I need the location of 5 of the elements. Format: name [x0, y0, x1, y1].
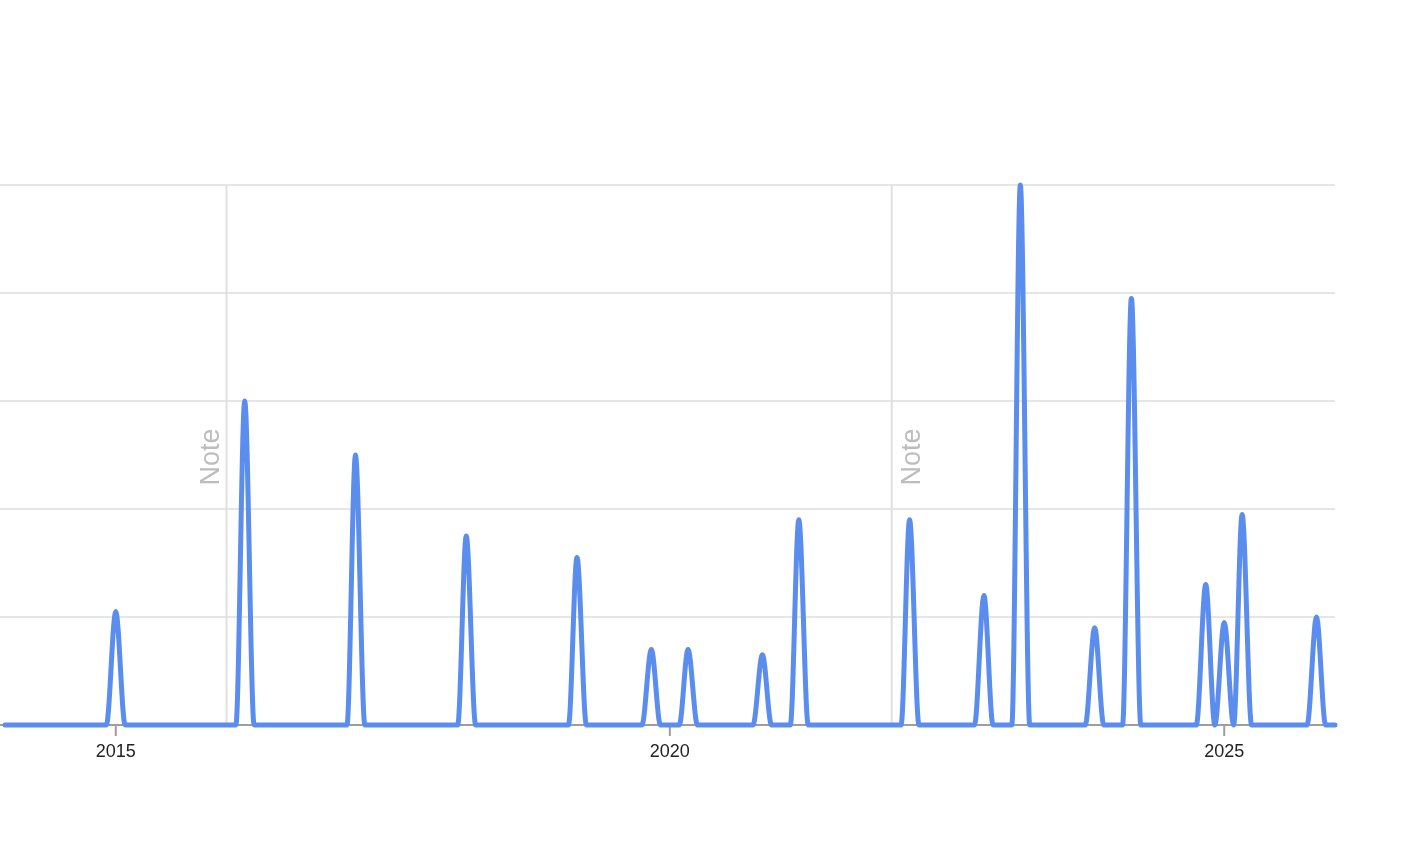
x-tick-label: 2015 — [95, 741, 136, 761]
x-tick-label: 2025 — [1204, 741, 1245, 761]
ref-line-label: Note — [895, 428, 926, 486]
ref-line-label: Note — [194, 428, 225, 486]
x-tick-label: 2020 — [649, 741, 690, 761]
